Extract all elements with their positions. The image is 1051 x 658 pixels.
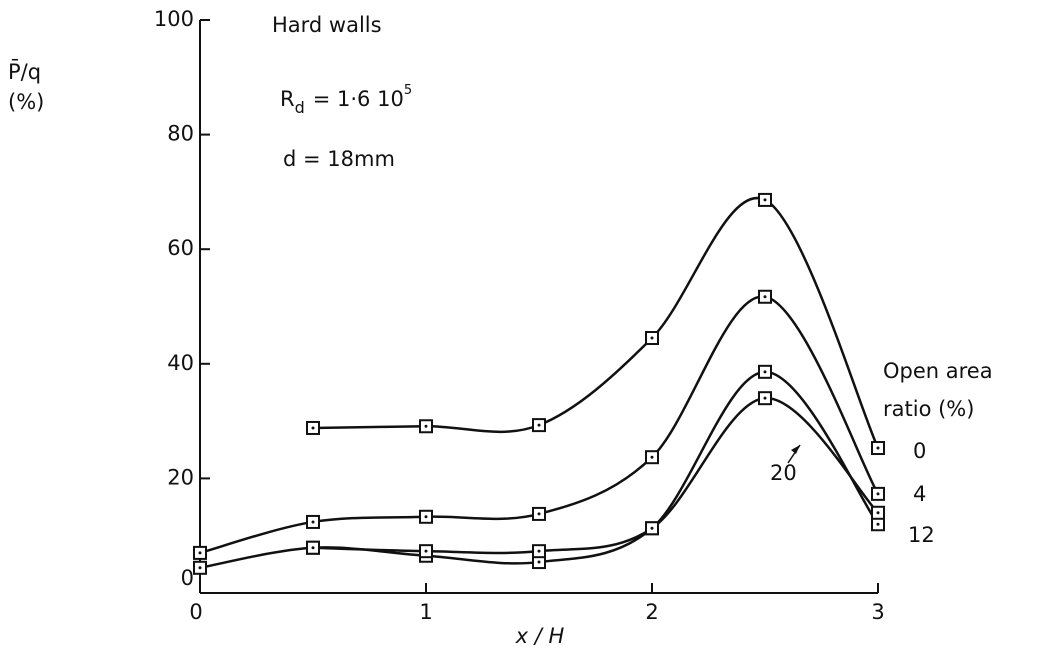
data-point-dot [198, 566, 202, 570]
annotation: Rd = 1·6 105 [280, 83, 412, 117]
series-label: 0 [913, 439, 926, 463]
y-axis-label: (%) [8, 90, 44, 114]
data-point-dot [876, 522, 880, 526]
x-tick-label: 3 [871, 600, 884, 624]
y-tick-label: 60 [167, 236, 194, 260]
series-label: 12 [908, 523, 935, 547]
annotation: d = 18mm [283, 147, 395, 171]
arrow-head [791, 445, 800, 454]
y-tick-label: 40 [167, 351, 194, 375]
data-point-dot [537, 512, 541, 516]
annotation-part: = 1·6 10 [313, 87, 404, 111]
data-point-dot [763, 396, 767, 400]
data-point-dot [537, 423, 541, 427]
series-line [199, 295, 880, 555]
data-point-dot [311, 426, 315, 430]
data-point-dot [311, 520, 315, 524]
annotation-part: d [295, 98, 305, 117]
data-point-dot [424, 549, 428, 553]
chart-title: Hard walls [272, 13, 382, 37]
series-label: 20 [770, 461, 797, 485]
data-point-dot [763, 370, 767, 374]
data-point-dot [650, 336, 654, 340]
legend-title: ratio (%) [883, 397, 974, 421]
data-point-dot [763, 198, 767, 202]
data-point-dot [876, 492, 880, 496]
x-tick-label: 0 [189, 600, 202, 624]
x-tick-label: 1 [419, 600, 432, 624]
x-axis-label: x / H [515, 624, 565, 648]
data-point-dot [876, 446, 880, 450]
annotation-part: R [280, 87, 295, 111]
y-tick-label: 100 [154, 7, 194, 31]
y-tick-label: 20 [167, 465, 194, 489]
y-axis-label: P̄/q [8, 59, 41, 84]
annotation-part: 5 [404, 83, 412, 98]
data-point-dot [424, 424, 428, 428]
data-point-dot [537, 549, 541, 553]
y-tick-label: 80 [167, 122, 194, 146]
data-point-dot [650, 526, 654, 530]
series-label: 4 [913, 482, 926, 506]
data-point-dot [198, 551, 202, 555]
x-tick-label: 2 [645, 600, 658, 624]
legend-title: Open area [883, 359, 993, 383]
y-tick-label: 0 [181, 566, 194, 590]
data-point-dot [424, 515, 428, 519]
data-point-dot [650, 455, 654, 459]
data-point-dot [763, 295, 767, 299]
data-point-dot [537, 560, 541, 564]
data-point-dot [876, 511, 880, 515]
data-point-dot [311, 546, 315, 550]
